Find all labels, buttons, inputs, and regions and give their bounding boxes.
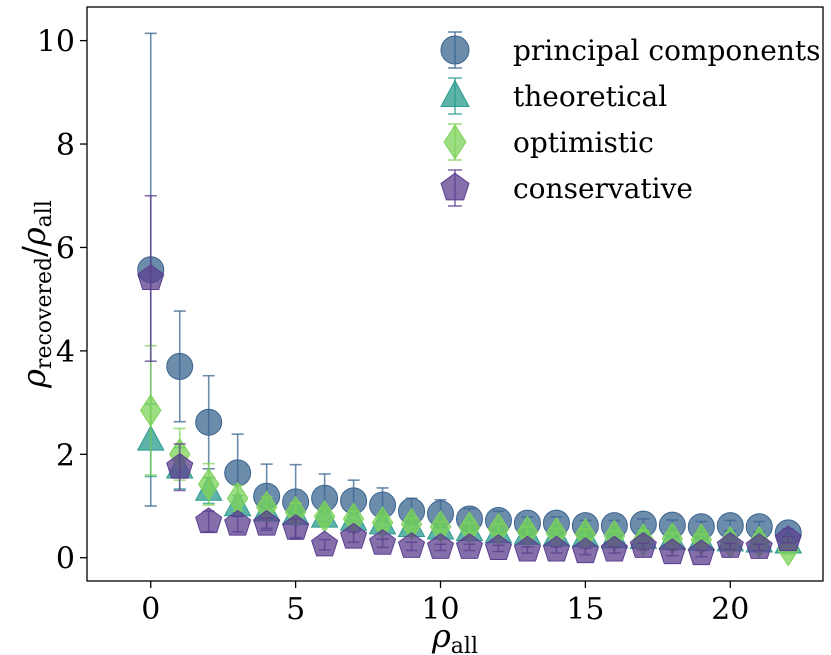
data-point (224, 509, 252, 536)
data-point (282, 513, 310, 540)
y-axis-ticks: 0 2 4 6 8 10 (37, 25, 87, 577)
legend-label: theoretical (513, 80, 667, 113)
plot-frame (86, 6, 824, 582)
data-point (484, 534, 513, 560)
data-point (397, 532, 426, 558)
series-pentagon (137, 194, 802, 566)
data-point (195, 408, 223, 436)
data-point (368, 528, 397, 555)
y-tick-label: 10 (37, 25, 75, 60)
data-point (745, 533, 773, 559)
data-point (140, 393, 162, 427)
x-tick-label: 15 (566, 592, 604, 627)
data-point (571, 537, 599, 564)
legend-entry: principal components (440, 31, 821, 69)
y-tick-label: 0 (56, 542, 75, 577)
data-point (455, 533, 484, 559)
data-point (166, 352, 194, 380)
y-tick-label: 6 (56, 231, 75, 266)
legend-marker (443, 124, 467, 160)
data-point (542, 535, 570, 562)
data-point (166, 452, 194, 479)
data-point (513, 535, 542, 562)
legend-entry: optimistic (443, 123, 654, 161)
legend-marker (440, 79, 470, 107)
data-point (137, 264, 165, 291)
data-point (253, 509, 281, 536)
legend-marker (440, 172, 470, 201)
y-axis-label: ρrecovered/ρall (15, 200, 57, 389)
data-point (687, 539, 715, 566)
data-point (195, 507, 223, 534)
x-tick-label: 0 (141, 592, 160, 627)
data-point (658, 538, 686, 565)
data-point (311, 530, 339, 557)
data-point (197, 467, 220, 501)
y-tick-label: 4 (56, 335, 75, 370)
legend-label: conservative (513, 172, 693, 205)
series-circle (137, 32, 802, 547)
data-point (340, 522, 368, 549)
y-tick-label: 2 (56, 438, 75, 473)
legend: principal components theoretical optimisti… (440, 31, 821, 207)
data-point (426, 533, 455, 559)
data-point (716, 532, 744, 558)
data-point (600, 535, 628, 562)
legend-label: principal components (513, 34, 821, 67)
series-layer (136, 32, 803, 567)
data-point (774, 525, 802, 552)
legend-entry: theoretical (440, 77, 667, 115)
x-axis-ticks: 0 5 10 15 20 (141, 581, 749, 627)
legend-label: optimistic (513, 126, 654, 159)
x-tick-label: 20 (711, 592, 749, 627)
legend-marker (440, 35, 470, 65)
y-tick-label: 8 (56, 128, 75, 163)
x-tick-label: 5 (286, 592, 305, 627)
legend-entry: conservative (440, 169, 693, 207)
x-tick-label: 10 (421, 592, 459, 627)
data-point (629, 532, 657, 558)
